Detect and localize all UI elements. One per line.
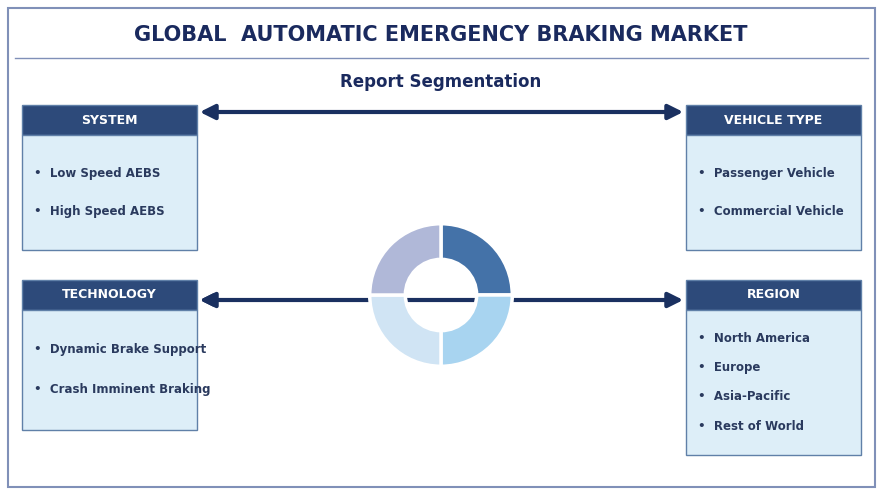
- Text: •  Passenger Vehicle: • Passenger Vehicle: [698, 167, 834, 180]
- FancyBboxPatch shape: [686, 135, 861, 250]
- FancyBboxPatch shape: [22, 310, 197, 430]
- Text: •  High Speed AEBS: • High Speed AEBS: [34, 205, 164, 218]
- Text: GLOBAL  AUTOMATIC EMERGENCY BRAKING MARKET: GLOBAL AUTOMATIC EMERGENCY BRAKING MARKE…: [134, 25, 748, 45]
- Text: •  Europe: • Europe: [698, 361, 760, 375]
- Text: •  Asia-Pacific: • Asia-Pacific: [698, 391, 790, 403]
- Text: SYSTEM: SYSTEM: [81, 113, 138, 127]
- Text: Report Segmentation: Report Segmentation: [340, 73, 541, 91]
- Wedge shape: [370, 295, 441, 366]
- FancyBboxPatch shape: [686, 280, 861, 310]
- Text: •  Low Speed AEBS: • Low Speed AEBS: [34, 167, 161, 180]
- Text: •  Commercial Vehicle: • Commercial Vehicle: [698, 205, 844, 218]
- FancyBboxPatch shape: [8, 8, 875, 487]
- FancyBboxPatch shape: [22, 280, 197, 310]
- Text: •  Crash Imminent Braking: • Crash Imminent Braking: [34, 384, 210, 396]
- FancyBboxPatch shape: [22, 105, 197, 135]
- Wedge shape: [370, 224, 441, 295]
- Text: VEHICLE TYPE: VEHICLE TYPE: [724, 113, 823, 127]
- Text: •  Dynamic Brake Support: • Dynamic Brake Support: [34, 344, 207, 356]
- Text: •  Rest of World: • Rest of World: [698, 419, 804, 433]
- Wedge shape: [441, 224, 512, 295]
- Text: REGION: REGION: [746, 289, 800, 301]
- Text: •  North America: • North America: [698, 333, 810, 346]
- FancyBboxPatch shape: [686, 105, 861, 135]
- FancyBboxPatch shape: [22, 135, 197, 250]
- Wedge shape: [441, 295, 512, 366]
- FancyBboxPatch shape: [686, 310, 861, 455]
- Text: TECHNOLOGY: TECHNOLOGY: [62, 289, 157, 301]
